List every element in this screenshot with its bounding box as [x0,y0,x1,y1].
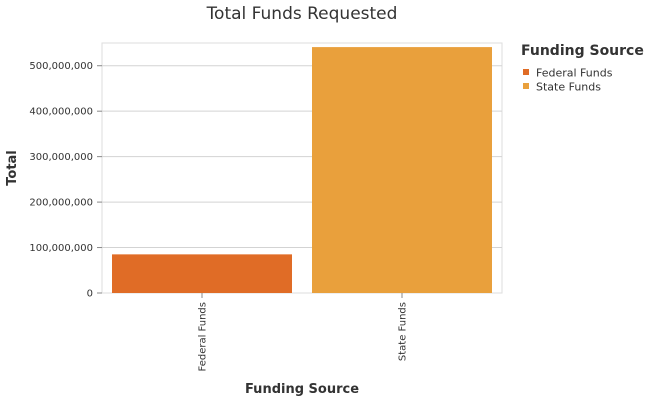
y-tick-label: 200,000,000 [29,198,93,209]
chart-title: Total Funds Requested [206,4,398,24]
legend-title: Funding Source [521,43,644,59]
legend-label: Federal Funds [536,67,613,80]
x-tick-label: State Funds [398,302,409,361]
x-tick-label: Federal Funds [198,302,209,372]
y-tick-label: 100,000,000 [29,243,93,254]
x-axis-title: Funding Source [245,382,359,397]
y-tick-label: 500,000,000 [29,61,93,72]
plot-area: 0 100,000,000 200,000,000 300,000,000 400,00… [29,42,503,372]
legend-label: State Funds [536,81,601,94]
legend-swatch [523,83,529,89]
y-tick-label: 0 [87,289,93,300]
legend-swatch [523,69,529,75]
y-tick-label: 300,000,000 [29,152,93,163]
bar-state-funds [312,47,492,293]
plot-frame [101,42,503,294]
y-axis-title: Total [5,150,20,186]
y-tick-label: 400,000,000 [29,107,93,118]
bar-federal-funds [112,254,292,293]
